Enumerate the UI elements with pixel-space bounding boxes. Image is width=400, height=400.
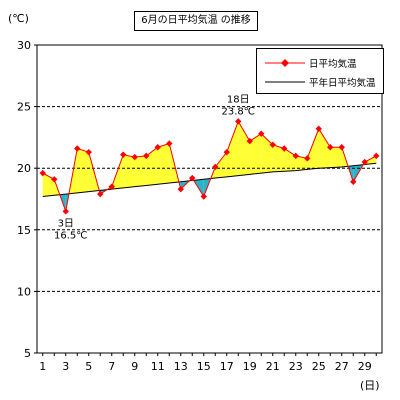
data-point-daily	[338, 144, 345, 151]
x-tick-label: 9	[131, 360, 138, 373]
legend-label-normal: 平年日平均気温	[309, 78, 376, 89]
x-tick-label: 17	[220, 360, 234, 373]
data-point-daily	[51, 176, 58, 183]
fill-segment	[307, 128, 319, 170]
y-tick-label: 15	[17, 224, 31, 237]
y-axis-unit-label: (℃)	[8, 12, 29, 25]
data-point-daily	[177, 185, 184, 193]
data-point-daily	[246, 137, 253, 145]
fill-segment	[215, 152, 227, 179]
data-point-daily	[200, 193, 207, 200]
data-point-daily	[258, 130, 265, 137]
annotation-min-day: 3日	[58, 218, 74, 229]
data-point-daily	[212, 163, 219, 171]
data-point-daily	[350, 178, 357, 185]
fill-segment	[157, 143, 170, 185]
y-tick-label: 20	[17, 162, 31, 175]
series-line-normal	[42, 162, 377, 198]
legend-label-daily: 日平均気温	[309, 59, 357, 70]
x-tick-label: 29	[358, 360, 372, 373]
data-point-daily	[39, 169, 46, 177]
x-tick-label: 27	[335, 360, 349, 373]
fill-segment	[318, 128, 331, 169]
data-point-daily	[154, 144, 161, 151]
fill-segment	[330, 147, 342, 168]
series-line-daily	[42, 120, 377, 214]
fill-segment	[249, 133, 262, 175]
data-point-daily	[315, 125, 322, 132]
legend-item-daily: 日平均気温	[257, 55, 383, 71]
data-point-daily	[166, 140, 173, 147]
data-point-daily	[223, 148, 230, 156]
x-tick-label: 7	[108, 360, 115, 373]
y-tick-label: 25	[17, 101, 31, 114]
annotation-min-value: 16.5℃	[54, 230, 88, 241]
legend-item-normal: 平年日平均気温	[257, 74, 383, 90]
x-axis-unit-label: (日)	[360, 379, 380, 392]
y-tick-label: 30	[17, 39, 31, 52]
data-point-daily	[85, 148, 92, 156]
data-point-daily	[120, 151, 127, 158]
x-tick-label: 5	[85, 360, 92, 373]
data-point-daily	[62, 208, 69, 215]
fill-segment	[238, 121, 250, 176]
chart-title: 6月の日平均気温 の推移	[134, 11, 258, 31]
data-point-daily	[292, 152, 299, 160]
data-point-daily	[189, 174, 196, 182]
x-tick-label: 1	[39, 360, 46, 373]
x-tick-label: 13	[174, 360, 188, 373]
fill-segment	[77, 148, 89, 193]
x-tick-label: 11	[151, 360, 165, 373]
fill-segment	[261, 133, 273, 174]
data-point-daily	[373, 152, 380, 160]
plot-frame	[36, 44, 383, 354]
data-point-daily	[327, 144, 334, 151]
annotation-max-value: 23.8℃	[222, 106, 256, 117]
x-tick-label: 23	[289, 360, 303, 373]
fill-segment	[134, 155, 147, 187]
legend-swatch-normal	[265, 81, 305, 83]
data-point-daily	[304, 155, 311, 162]
fill-segment	[295, 155, 308, 171]
data-point-daily	[108, 183, 115, 190]
x-tick-label: 15	[197, 360, 211, 373]
fill-segment	[226, 121, 239, 177]
legend-swatch-daily	[265, 59, 305, 67]
y-tick-label: 10	[17, 285, 31, 298]
data-point-daily	[361, 158, 368, 166]
data-point-daily	[143, 152, 150, 160]
data-point-daily	[97, 190, 104, 198]
data-point-daily	[269, 141, 276, 148]
legend: 日平均気温 平年日平均気温	[256, 48, 384, 94]
x-tick-label: 3	[62, 360, 69, 373]
data-point-daily	[235, 118, 242, 125]
data-point-daily	[74, 145, 81, 152]
fill-segment	[146, 147, 158, 186]
data-point-daily	[281, 145, 288, 152]
annotation-max-day: 18日	[227, 94, 250, 105]
x-tick-label: 21	[266, 360, 280, 373]
x-tick-label: 25	[312, 360, 326, 373]
fill-segment	[272, 144, 285, 172]
fill-segment	[123, 154, 135, 188]
data-point-daily	[131, 153, 138, 161]
x-tick-label: 19	[243, 360, 257, 373]
y-tick-label: 5	[24, 347, 31, 360]
